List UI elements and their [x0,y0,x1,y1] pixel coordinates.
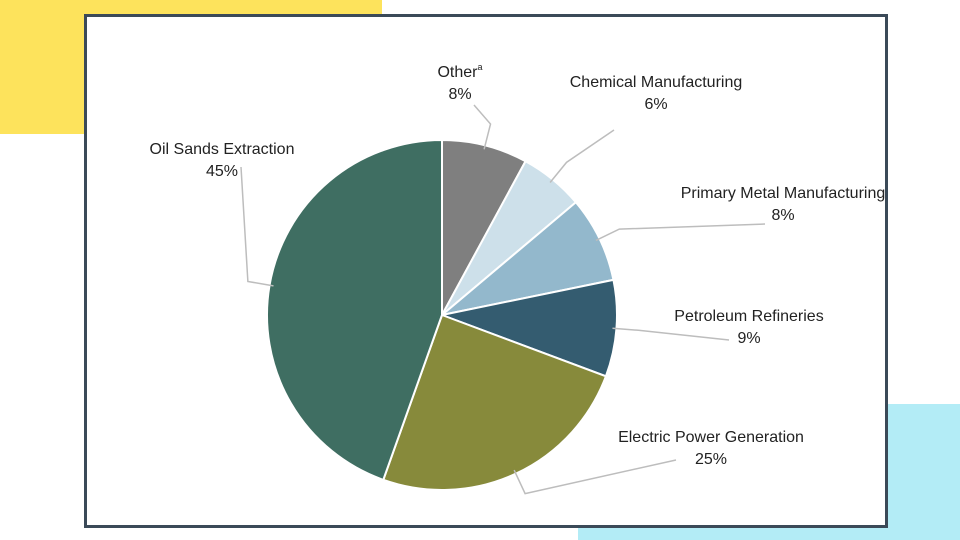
leader-line [240,166,274,287]
slice-label: Primary Metal Manufacturing [681,185,885,202]
slice-labels: Othera 8% Chemical Manufacturing 6% Primary … [150,62,885,468]
slice-value-label: 45% [206,163,238,180]
pie-chart: Othera 8% Chemical Manufacturing 6% Primary … [150,62,885,495]
leader-lines [240,104,766,495]
slice-value-label: 6% [644,96,667,113]
leader-line [473,104,492,150]
slice-value-label: 8% [771,207,794,224]
leader-line [513,459,677,495]
slice-label: Petroleum Refineries [674,308,823,325]
slice-label: Electric Power Generation [618,429,804,446]
slice-label: Othera [437,62,482,81]
slice-value-label: 25% [695,451,727,468]
leader-line [549,129,615,183]
pie-slices [266,138,618,491]
slice-value-label: 9% [737,330,760,347]
slice-label: Chemical Manufacturing [570,74,743,91]
leader-line [595,223,766,242]
leader-line [612,327,730,341]
slice-value-label: 8% [448,86,471,103]
slice-label: Oil Sands Extraction [150,141,295,158]
chart-frame: Othera 8% Chemical Manufacturing 6% Primary … [84,14,888,528]
